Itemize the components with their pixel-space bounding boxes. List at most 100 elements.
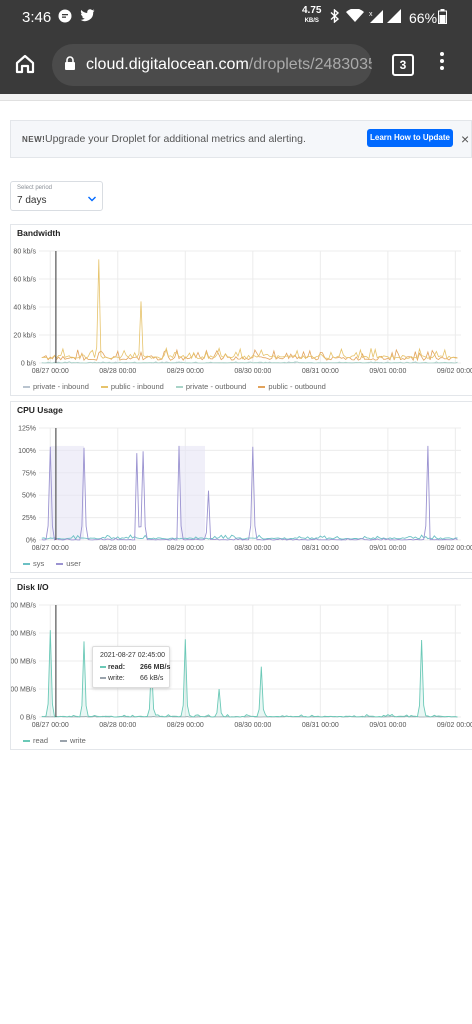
cpu-legend-item[interactable]: user [56, 559, 81, 568]
disk-legend: read write [23, 736, 98, 745]
legend-label: public - inbound [110, 382, 164, 391]
bandwidth-x-tick: 08/29 00:00 [167, 368, 204, 375]
period-label: Select period [17, 185, 53, 191]
tooltip-write-row: write: 66 kB/s [100, 675, 163, 682]
bandwidth-title: Bandwidth [17, 228, 61, 238]
bandwidth-legend-item[interactable]: private - outbound [175, 382, 246, 391]
status-time: 3:46 [22, 9, 52, 26]
legend-label: sys [33, 559, 45, 568]
bandwidth-y-tick: 0 b/s [21, 361, 37, 368]
network-speed: 4.75 KB/S [302, 5, 322, 25]
bandwidth-card: Bandwidth 80 kb/s 60 kb/s 40 kb/s 20 kb/s 0 … [10, 224, 472, 396]
signal-icon [386, 9, 402, 26]
disk-y-tick: 600 MB/s [11, 631, 36, 638]
bandwidth-chart[interactable]: 80 kb/s 60 kb/s 40 kb/s 20 kb/s 0 b/s08/27 0… [11, 225, 472, 397]
legend-swatch [23, 386, 30, 388]
lock-icon [64, 56, 76, 76]
read-area [41, 630, 459, 717]
address-bar[interactable]: cloud.digitalocean.com/droplets/24830353 [52, 44, 372, 86]
disk-x-tick: 08/30 00:00 [234, 722, 271, 729]
legend-swatch [23, 563, 30, 565]
bandwidth-legend-item[interactable]: public - outbound [258, 382, 326, 391]
more-menu-icon[interactable] [438, 52, 446, 73]
period-value: 7 days [17, 195, 47, 206]
private-outbound-line [41, 361, 458, 364]
legend-swatch [175, 386, 183, 388]
legend-label: user [66, 559, 81, 568]
tooltip-read-row: read: 266 MB/s [100, 664, 170, 671]
cpu-x-tick: 08/28 00:00 [99, 545, 136, 552]
status-bar: 3:46 4.75 KB/S x 66% [0, 0, 472, 36]
disk-x-tick: 09/01 00:00 [369, 722, 406, 729]
tooltip-time: 2021-08-27 02:45:00 [100, 652, 165, 659]
cpu-x-tick: 08/31 00:00 [302, 545, 339, 552]
message-icon [58, 9, 72, 26]
legend-label: private - inbound [33, 382, 89, 391]
upgrade-banner: NEW! Upgrade your Droplet for additional… [10, 120, 472, 158]
disk-card: Disk I/O 800 MB/s 600 MB/s 400 MB/s 200 MB/… [10, 578, 472, 750]
bandwidth-x-tick: 09/02 00:00 [437, 368, 472, 375]
tab-switcher-button[interactable]: 3 [392, 54, 414, 76]
disk-chart[interactable]: 800 MB/s600 MB/s400 MB/s200 MB/s0 B/s08/… [11, 579, 472, 751]
browser-toolbar: cloud.digitalocean.com/droplets/24830353… [0, 36, 472, 94]
new-badge: NEW! [22, 135, 46, 144]
cpu-x-tick: 09/02 00:00 [437, 545, 472, 552]
public-inbound-line [41, 259, 458, 360]
disk-x-tick: 08/31 00:00 [302, 722, 339, 729]
bandwidth-y-tick: 80 kb/s [13, 249, 36, 256]
cpu-y-tick: 100% [18, 448, 36, 455]
cpu-chart[interactable]: 125% 100% 75% 50% 25% 0%08/27 00:00 08/28 00:0… [11, 402, 472, 574]
cpu-legend-item[interactable]: sys [23, 559, 44, 568]
disk-y-tick: 400 MB/s [11, 659, 36, 666]
bandwidth-x-tick: 08/28 00:00 [99, 368, 136, 375]
cpu-legend: sys user [23, 559, 93, 568]
url-text: cloud.digitalocean.com/droplets/24830353 [86, 56, 372, 73]
svg-text:x: x [369, 11, 373, 18]
bandwidth-x-tick: 09/01 00:00 [369, 368, 406, 375]
learn-how-button[interactable]: Learn How to Update [367, 129, 453, 147]
home-icon[interactable] [14, 53, 36, 80]
disk-x-tick: 08/29 00:00 [167, 722, 204, 729]
close-icon[interactable]: × [461, 131, 470, 147]
cpu-y-tick: 75% [22, 470, 36, 477]
period-select[interactable]: Select period 7 days [10, 181, 103, 211]
bandwidth-legend-item[interactable]: public - inbound [100, 382, 164, 391]
bluetooth-icon [330, 8, 340, 26]
disk-title: Disk I/O [17, 582, 49, 592]
bandwidth-legend-item[interactable]: private - inbound [23, 382, 89, 391]
disk-x-tick: 09/02 00:00 [437, 722, 472, 729]
legend-swatch [23, 740, 30, 742]
bandwidth-x-tick: 08/31 00:00 [302, 368, 339, 375]
wifi-icon [346, 8, 364, 26]
twitter-icon [80, 9, 95, 25]
legend-label: write [70, 736, 86, 745]
disk-x-tick: 08/27 00:00 [32, 722, 69, 729]
bandwidth-x-tick: 08/27 00:00 [32, 368, 69, 375]
public-outbound-line [41, 348, 458, 362]
disk-legend-item[interactable]: read [23, 736, 48, 745]
cpu-y-tick: 125% [18, 426, 36, 433]
legend-swatch [258, 386, 266, 388]
legend-label: read [33, 736, 49, 745]
cpu-card: CPU Usage 125% 100% 75% 50% 25% 0% 08/27 00:00… [10, 401, 472, 573]
bandwidth-legend: private - inbound public - inbound private… [23, 382, 338, 391]
disk-tooltip: 2021-08-27 02:45:00 read: 266 MB/s write:… [92, 646, 170, 688]
signal-x-icon: x [368, 9, 384, 26]
bandwidth-y-tick: 40 kb/s [13, 305, 36, 312]
cpu-x-tick: 08/30 00:00 [234, 545, 271, 552]
read-line [41, 630, 458, 718]
chevron-down-icon [87, 190, 97, 208]
battery-icon [438, 9, 447, 27]
battery-percent: 66% [409, 10, 438, 26]
legend-swatch [100, 386, 108, 388]
bandwidth-x-tick: 08/30 00:00 [234, 368, 271, 375]
banner-message: Upgrade your Droplet for additional metr… [45, 133, 306, 145]
cpu-y-tick: 50% [22, 493, 36, 500]
disk-y-tick: 800 MB/s [11, 603, 36, 610]
user-line [41, 445, 458, 541]
cpu-y-tick: 25% [22, 515, 36, 522]
cpu-shade-region [179, 445, 205, 540]
cpu-x-tick: 08/27 00:00 [32, 545, 69, 552]
disk-y-tick: 200 MB/s [11, 687, 36, 694]
disk-legend-item[interactable]: write [60, 736, 86, 745]
